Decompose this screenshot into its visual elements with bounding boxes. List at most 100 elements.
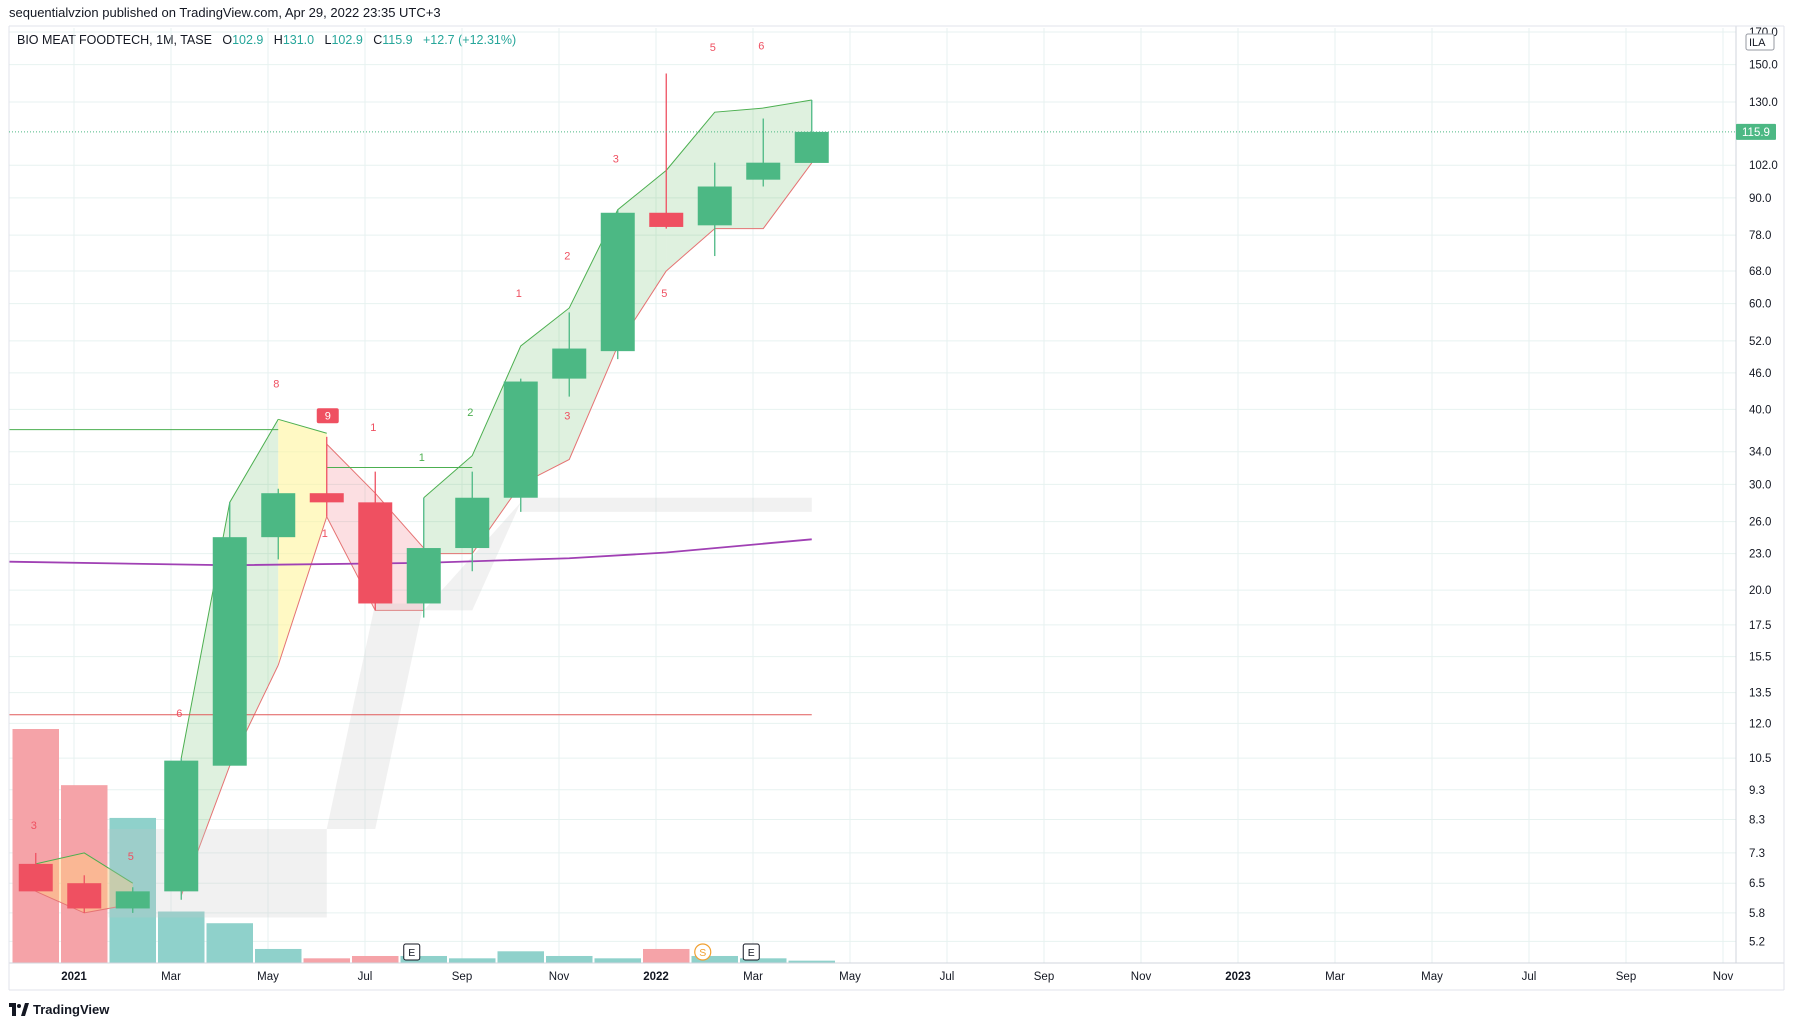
td-count-label: 8 [273,378,279,390]
td-count-label: 2 [467,407,473,419]
earnings-event-marker [403,943,421,961]
tradingview-logo-icon [9,1003,29,1016]
setup-cloud-yellow-lower [277,516,328,666]
change-value: +12.7 (+12.31%) [423,33,517,47]
time-tick-label: Nov [1131,971,1152,983]
close-label: C [373,33,383,47]
td-count-label: 1 [370,422,376,434]
symbol-name[interactable]: BIO MEAT FOODTECH, 1M, TASE [17,33,212,47]
time-tick-label: May [257,971,279,983]
candle-body [115,891,150,909]
td-count-label: 3 [564,410,570,422]
price-tick-label: 90.0 [1749,193,1771,205]
candle-body [164,760,199,892]
td-count-label: 1 [322,528,328,540]
td-count-label: 3 [31,820,37,832]
low-value: 102.9 [331,33,363,47]
currency-box [1745,33,1775,51]
setup-cloud-up-3-lower [665,162,813,272]
candle-body [261,493,296,538]
event-label: S [699,947,706,959]
time-tick-label: Mar [743,971,763,983]
candle-body [503,381,538,498]
support-zone-2 [520,497,812,512]
candle-body [406,548,441,604]
price-tick-label: 7.3 [1749,848,1765,860]
candle-body [309,493,344,503]
price-tick-label: 12.0 [1749,718,1771,730]
volume-bar [643,948,690,963]
price-tick-label: 130.0 [1749,97,1778,109]
current-price-text: 115.9 [1742,127,1770,139]
price-tick-label: 46.0 [1749,368,1771,380]
volume-bar [400,955,447,963]
td-count-label: 1 [419,452,425,464]
setup-cloud-up-2-upper [423,169,667,499]
price-tick-label: 9.3 [1749,785,1765,797]
time-tick-label: May [839,971,861,983]
low-label: L [324,33,332,47]
candle-body [649,212,684,227]
current-price-tag [1736,123,1776,140]
volume-bar [740,958,787,963]
candle-body [794,131,829,163]
volume-bar [497,951,544,963]
candle-body [552,348,587,379]
time-tick-label: Mar [1325,971,1345,983]
td-count-label: 2 [564,251,570,263]
price-tick-label: 17.5 [1749,620,1771,632]
event-label: E [408,947,415,959]
time-tick-label: Sep [452,971,472,983]
td-count-label: 6 [176,708,182,720]
high-value: 131.0 [282,33,315,47]
price-tick-label: 60.0 [1749,299,1771,311]
candle-body [746,162,781,180]
price-tick-label: 13.5 [1749,688,1771,700]
candle-body [697,186,732,226]
setup-cloud-yellow-upper [278,418,327,434]
currency-label: ILA [1749,37,1766,49]
td-count-label: 5 [710,42,716,54]
price-tick-label: 150.0 [1749,60,1778,72]
event-label: E [748,947,755,959]
earnings-event-marker [742,943,760,961]
volume-bar [206,923,253,963]
setup-cloud-orange-upper [35,852,134,884]
td-count-label: 3 [613,154,619,166]
split-event-marker [694,943,712,961]
price-tick-label: 26.0 [1749,517,1771,529]
support-zone-link-1 [326,603,424,830]
moving-average-line [8,538,812,567]
price-tick-label: 23.0 [1749,549,1771,561]
volume-bar [594,958,641,963]
price-tick-label: 5.2 [1749,936,1765,948]
price-tick-label: 6.5 [1749,878,1765,890]
candle-body [600,212,635,352]
candle-body [212,537,247,766]
td-count-label: 9 [325,410,331,422]
td-count-9-box [316,408,339,424]
volume-bar [691,955,738,963]
volume-bar [255,948,302,963]
volume-bar [12,729,59,963]
price-tick-label: 68.0 [1749,266,1771,278]
setup-cloud-up-3 [666,99,812,271]
price-tick-label: 10.5 [1749,753,1771,765]
candle-body [358,502,393,604]
tradingview-brand-text: TradingView [33,1002,110,1017]
candle-body [18,863,53,892]
time-tick-label: Mar [161,971,181,983]
price-tick-label: 30.0 [1749,479,1771,491]
symbol-legend: BIO MEAT FOODTECH, 1M, TASE O102.9 H131.… [17,33,516,47]
candle-body [67,883,102,909]
price-tick-label: 102.0 [1749,160,1778,172]
time-tick-label: 2023 [1225,971,1251,983]
setup-cloud-up-3-upper [665,99,812,171]
open-value: 102.9 [232,33,264,47]
price-tick-label: 20.0 [1749,585,1771,597]
price-tick-label: 8.3 [1749,814,1765,826]
price-tick-label: 52.0 [1749,336,1771,348]
td-count-label: 5 [661,288,667,300]
tradingview-logo[interactable]: TradingView [9,1002,109,1017]
